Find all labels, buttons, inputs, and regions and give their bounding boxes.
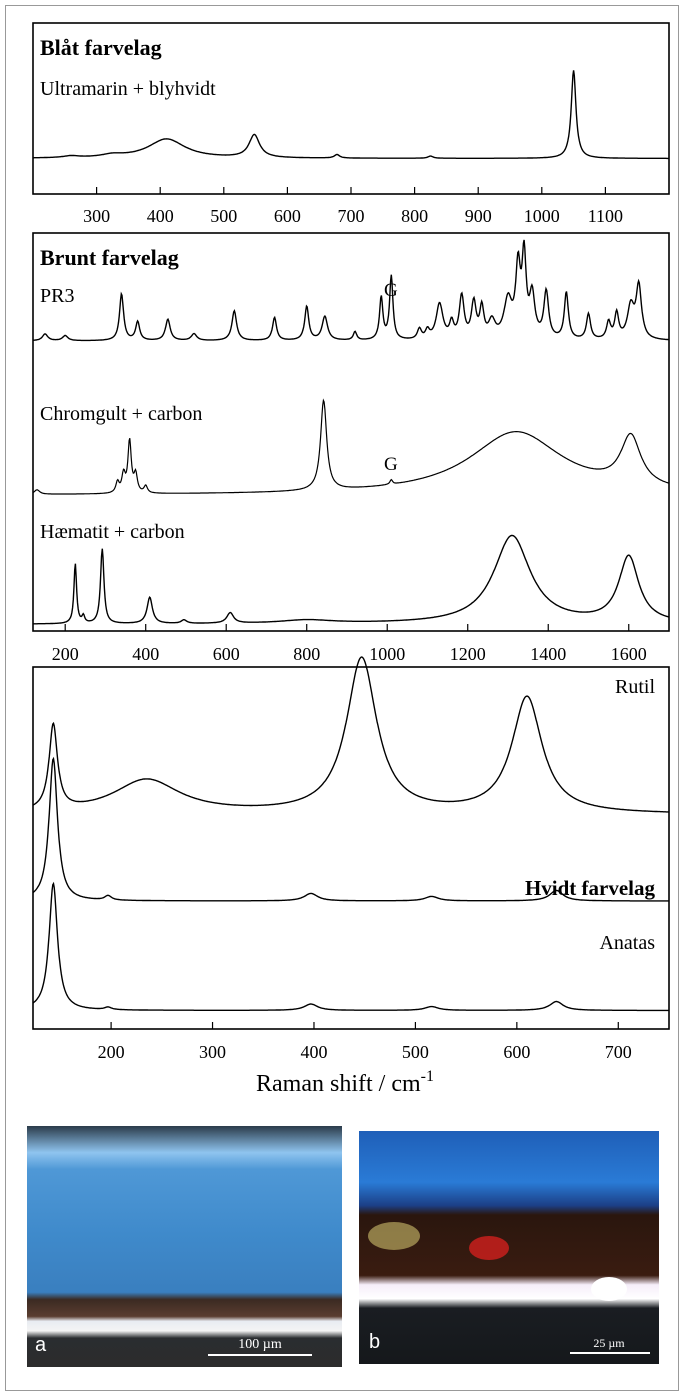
- x-tick-label: 200: [52, 644, 79, 664]
- micrograph-b-scale-bar: [570, 1352, 650, 1354]
- micrograph-b-image: [359, 1131, 659, 1364]
- x-tick-label: 400: [300, 1042, 327, 1062]
- panel-white-x-axis: 200 300 400 500 600 700: [98, 1022, 632, 1062]
- series-line-anatas: [32, 881, 669, 1012]
- micrograph-b-scale-label: 25 µm: [593, 1336, 625, 1350]
- x-tick-label: 1000: [369, 644, 405, 664]
- series-line-ultramarin: [33, 70, 669, 160]
- x-tick-label: 1600: [611, 644, 647, 664]
- series-label-hvidt: Hvidt farvelag: [525, 876, 656, 900]
- micrograph-a-label: a: [35, 1334, 47, 1356]
- series-label-rutil: Rutil: [615, 676, 655, 698]
- x-tick-label: 800: [293, 644, 320, 664]
- x-tick-label: 700: [338, 206, 365, 226]
- micrograph-a-scale-bar: [208, 1354, 312, 1356]
- series-line-hvidt: [32, 756, 669, 902]
- micrograph-a-image: [27, 1126, 342, 1367]
- micrograph-a-scale-label: 100 µm: [238, 1337, 282, 1352]
- panel-blue: Blåt farvelag Ultramarin + blyhvidt 300 4…: [32, 22, 670, 226]
- panel-white: Rutil Hvidt farvelag Anatas 200 300 400 500…: [32, 656, 670, 1097]
- annotation-g-chromgult: G: [384, 454, 398, 475]
- series-label-ultramarin: Ultramarin + blyhvidt: [40, 78, 216, 100]
- series-line-rutil: [32, 656, 670, 813]
- x-tick-label: 400: [147, 206, 174, 226]
- x-tick-label: 300: [199, 1042, 226, 1062]
- series-label-haematit: Hæmatit + carbon: [40, 521, 185, 543]
- x-tick-label: 600: [503, 1042, 530, 1062]
- panel-white-frame: [32, 666, 670, 1030]
- x-tick-label: 400: [132, 644, 159, 664]
- x-tick-label: 800: [401, 206, 428, 226]
- x-tick-label: 1400: [530, 644, 566, 664]
- series-line-haematit: [33, 534, 670, 625]
- x-tick-label: 300: [83, 206, 110, 226]
- series-line-chromgult: [32, 398, 670, 495]
- x-tick-label: 700: [605, 1042, 632, 1062]
- series-line-pr3: [32, 239, 669, 342]
- series-label-anatas: Anatas: [599, 932, 655, 954]
- x-axis-label-superscript: -1: [421, 1068, 434, 1085]
- x-axis-label: Raman shift / cm-1: [256, 1068, 434, 1097]
- panel-brown: Brunt farvelag PR3 Chromgult + carbon Hæ…: [32, 232, 670, 664]
- panel-brown-x-axis: 200 400 600 800 1000 1200 1400 1600: [52, 624, 647, 664]
- x-tick-label: 500: [210, 206, 237, 226]
- panel-brown-frame: [32, 232, 670, 632]
- x-tick-label: 500: [402, 1042, 429, 1062]
- panel-blue-x-axis: 300 400 500 600 700 800 900 1000 1100: [83, 187, 623, 226]
- x-tick-label: 900: [465, 206, 492, 226]
- x-tick-label: 600: [274, 206, 301, 226]
- x-tick-label: 200: [98, 1042, 125, 1062]
- micrograph-a: a 100 µm: [27, 1126, 342, 1367]
- outer-border: [5, 5, 679, 1391]
- x-axis-label-text: Raman shift / cm: [256, 1071, 421, 1097]
- panel-brown-title: Brunt farvelag: [40, 245, 179, 270]
- annotation-g-pr3: G: [384, 280, 398, 301]
- panel-blue-title: Blåt farvelag: [40, 35, 162, 60]
- micrograph-b: b 25 µm: [359, 1131, 659, 1364]
- micrograph-b-label: b: [369, 1331, 381, 1353]
- x-tick-label: 1100: [588, 206, 623, 226]
- x-tick-label: 1200: [450, 644, 486, 664]
- series-label-chromgult: Chromgult + carbon: [40, 403, 202, 425]
- series-label-pr3: PR3: [40, 285, 74, 307]
- x-tick-label: 600: [213, 644, 240, 664]
- x-tick-label: 1000: [524, 206, 560, 226]
